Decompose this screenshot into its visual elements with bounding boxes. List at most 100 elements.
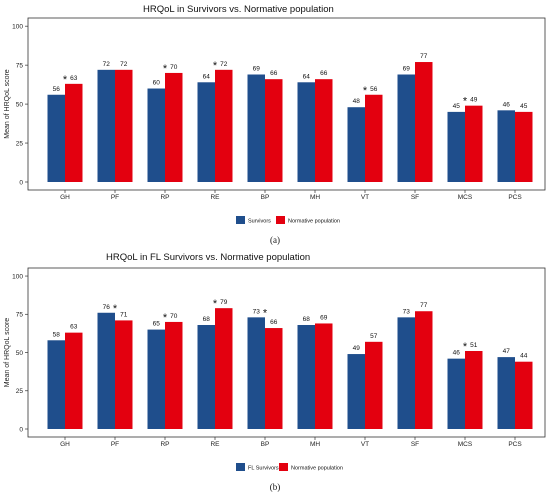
chart1-title: HRQoL in Survivors vs. Normative populat… [143,4,334,15]
chart1-legend-label: Normative population [288,219,340,225]
chart1-significance-marker: * [363,85,368,97]
chart1-bar-normative-sf [415,62,433,183]
chart2-bar-normative-vt [365,341,383,429]
chart1-bar-normative-bp [265,79,283,182]
chart2-bar-normative-gh [65,332,83,429]
chart2-data-label: 49 [353,345,361,352]
chart2-data-label: 76 [103,304,111,311]
chart2-title: HRQoL in FL Survivors vs. Normative popu… [106,252,310,263]
chart2-legend-swatch-survivors [236,463,245,471]
chart2-bar-normative-pcs [515,361,533,429]
chart2-data-label: 73 [253,308,261,315]
chart2-significance-marker: * [213,298,218,310]
chart1-legend-label: Survivors [248,219,271,225]
chart1-data-label: 72 [103,61,111,68]
chart2-x-tick-label: RE [210,441,220,448]
chart1-y-tick-label: 25 [16,140,24,147]
chart2-y-tick-label: 100 [12,273,23,280]
chart1-y-tick-label: 100 [12,24,23,31]
chart1-data-label: 66 [270,70,278,77]
chart2-y-tick-label: 0 [19,426,23,433]
chart1-x-tick-label: PF [111,194,119,201]
chart1-bar-survivors-gh [47,94,65,182]
chart1-y-tick-label: 50 [16,101,24,108]
chart2-data-label: 65 [153,321,161,328]
chart2-legend-label: Normative population [291,466,343,472]
chart2-bar-survivors-re [197,324,215,429]
chart2-data-label: 71 [120,311,128,318]
chart1-bar-normative-pcs [515,111,533,182]
chart1-legend-swatch-survivors [236,216,245,224]
chart1-bar-normative-re [215,69,233,182]
chart2-significance-marker: * [113,303,118,315]
chart1-x-tick-label: MCS [458,194,473,201]
chart2-bar-survivors-gh [47,340,65,429]
chart2-x-tick-label: PCS [508,441,522,448]
chart2-x-tick-label: PF [111,441,119,448]
chart2-bar-survivors-pf [97,312,115,429]
chart2-x-tick-label: RP [160,441,169,448]
chart1-significance-marker: * [213,60,218,72]
chart1-bar-survivors-rp [147,88,165,182]
chart1-x-tick-label: MH [310,194,320,201]
chart1-data-label: 70 [170,64,178,71]
chart2-bar-survivors-rp [147,329,165,429]
chart2-bar-survivors-mcs [447,358,465,429]
chart1-legend-swatch-normative [276,216,285,224]
chart1-bar-normative-rp [165,72,183,182]
chart2-data-label: 69 [320,314,328,321]
chart2-bar-survivors-sf [397,317,415,429]
chart2-bar-survivors-mh [297,324,315,429]
chart2-legend-swatch-normative [279,463,288,471]
chart1-bar-normative-pf [115,69,133,182]
chart1-y-tick-label: 0 [19,179,23,186]
chart1-data-label: 72 [120,61,128,68]
chart1-data-label: 64 [203,73,211,80]
chart1-significance-marker: * [463,96,468,108]
chart2-x-tick-label: MCS [458,441,473,448]
chart1-bar-survivors-mcs [447,111,465,182]
chart1-data-label: 45 [520,103,528,110]
chart2-x-tick-label: GH [60,441,70,448]
chart2-data-label: 63 [70,324,78,331]
chart2-data-label: 66 [270,319,278,326]
chart2-bar-normative-sf [415,311,433,429]
chart1-data-label: 60 [153,80,161,87]
chart1-bar-normative-mh [315,79,333,182]
chart2-data-label: 57 [370,333,378,340]
chart2-data-label: 77 [420,302,428,309]
chart2-significance-marker: * [163,312,168,324]
chart1-data-label: 66 [320,70,328,77]
chart1-x-tick-label: PCS [508,194,522,201]
chart2-bar-normative-re [215,308,233,429]
chart1-data-label: 77 [420,53,428,60]
chart1-x-tick-label: BP [261,194,270,201]
chart1-significance-marker: * [63,74,68,86]
chart1-y-tick-label: 75 [16,62,24,69]
chart1-bar-survivors-bp [247,74,265,182]
chart2-data-label: 70 [170,313,178,320]
chart1-data-label: 49 [470,97,478,104]
chart2-panel-label: (b) [270,482,281,492]
chart1-x-tick-label: GH [60,194,70,201]
chart1-x-tick-label: SF [411,194,419,201]
chart2-data-label: 46 [453,350,461,357]
chart2-y-tick-label: 50 [16,350,24,357]
chart1-bar-normative-vt [365,94,383,182]
chart2-data-label: 79 [220,299,228,306]
chart1-bar-survivors-pf [97,69,115,182]
chart1-data-label: 64 [303,73,311,80]
chart2-legend-label: FL Survivors [248,466,279,472]
chart2-bar-survivors-pcs [497,357,515,429]
chart1-panel-label: (a) [270,235,280,245]
chart1-bar-normative-gh [65,83,83,182]
chart1-data-label: 63 [70,75,78,82]
chart1-significance-marker: * [163,63,168,75]
chart2-bar-normative-mcs [465,350,483,429]
chart2-data-label: 68 [203,316,211,323]
chart1-bar-survivors-re [197,82,215,182]
chart2-bar-normative-bp [265,328,283,429]
chart1-data-label: 46 [503,101,511,108]
chart1-data-label: 56 [53,86,61,93]
